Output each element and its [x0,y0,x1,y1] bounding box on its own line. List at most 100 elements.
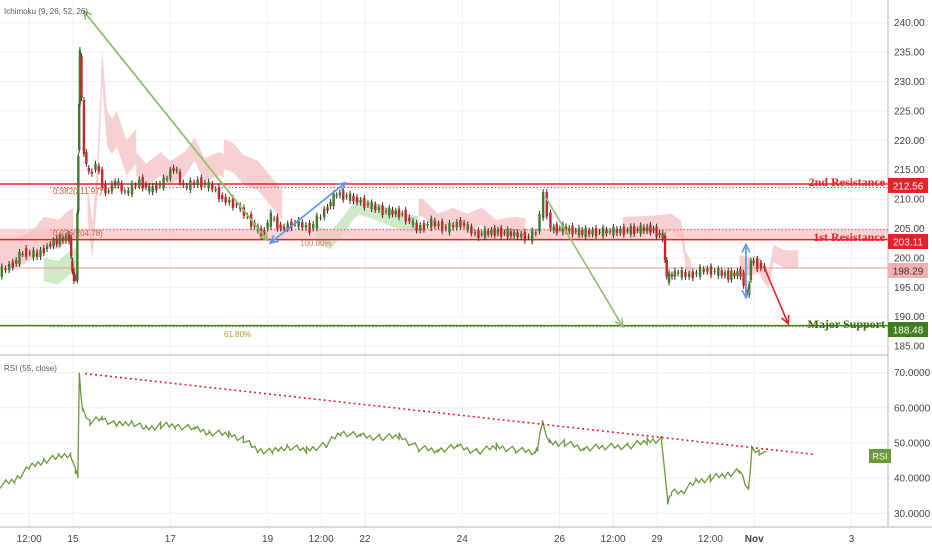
candle-body [35,252,39,258]
fib-0236-label: 0.236(204.78) [53,229,103,238]
candle-body [680,269,684,278]
candle-body [419,224,422,231]
candle-body [415,222,418,231]
candle-body [217,187,221,200]
candle-body [162,177,165,188]
candle-body [598,231,601,233]
candle-body [552,226,555,231]
candle-body [42,247,45,254]
candle-body [477,230,480,239]
candle-body [581,229,584,235]
candle-body [74,277,78,279]
time-tick-label: 26 [554,534,566,545]
first-resistance-label: 1st Resistance [813,230,885,244]
candle-body [676,272,680,274]
candle-body [601,227,605,236]
candle-body [332,193,335,207]
candle-body [499,227,503,237]
price-tick-label: 215.00 [894,165,925,176]
fib-618-label: 61.80% [224,330,251,339]
candle-body [702,269,705,272]
major-support-price-tag [888,322,928,337]
candle-body [175,169,178,171]
candle-body [224,197,227,203]
candle-body [308,222,311,233]
candle-body [76,213,79,281]
candle-body [192,182,196,185]
candle-body [655,226,658,238]
candle-body [39,249,42,258]
candle-body [214,189,217,191]
ichimoku-cloud-region [739,244,798,289]
candle-body [312,224,315,229]
candle-body [486,230,490,235]
candle-body [759,262,763,269]
price-tick-label: 185.00 [894,342,925,353]
candle-body [272,218,276,220]
candle-body [203,182,207,185]
annotation-arrow-shaft [763,266,789,325]
candle-body [426,224,429,226]
price-tick-label: 230.00 [894,77,925,88]
price-tick-label: 210.00 [894,195,925,206]
candle-body [739,269,742,277]
time-tick-label: 29 [651,534,663,545]
candle-body [71,260,74,272]
candle-body [384,210,388,212]
candle-body [404,209,407,222]
candle-body [541,192,545,218]
candle-body [374,204,377,210]
annotation-arrow-shaft [269,182,346,244]
candle-body [571,225,574,235]
candle-body [709,266,713,276]
candle-body [639,225,642,234]
fib-100-label: 100.00% [300,239,332,248]
candle-body [61,237,65,241]
time-tick-label: 3 [849,534,855,545]
candle-body [286,223,289,230]
candle-body [127,190,130,194]
second-resistance-price-tag [888,178,928,193]
candle-body [335,195,338,197]
candle-body [94,163,97,170]
candle-body [7,263,11,271]
rsi-line [0,372,767,505]
candle-body [266,222,269,229]
candle-body [231,197,235,208]
candle-body [100,169,104,188]
candle-body [4,268,7,271]
candle-body [577,227,581,236]
candle-body [207,181,210,189]
annotation-arrow-shaft [544,195,624,328]
candle-body [673,270,677,277]
candle-body [516,232,519,238]
rsi-trendline [85,372,813,456]
candle-body [69,237,73,257]
candle-body [645,226,649,232]
candle-body [77,156,80,212]
annotation-arrow [268,182,346,245]
ichimoku-cloud-region [136,137,224,188]
candle-body [345,195,348,197]
time-tick-label: 12:00 [601,534,626,545]
candle-body [319,217,322,219]
levels-layer [0,183,888,328]
price-tick-label: 225.00 [894,106,925,117]
candle-body [134,185,137,187]
candle-body [727,270,730,280]
price-tick-label: 195.00 [894,283,925,294]
candle-body [342,190,345,200]
candle-body [169,169,172,179]
candle-body [490,229,493,235]
candle-body [440,221,444,232]
candle-body [290,221,293,229]
candle-body [130,183,134,195]
candle-body [756,258,759,270]
candle-body [649,224,652,233]
candle-body [90,171,94,174]
rsi-indicator-label: RSI (55, close) [4,364,57,373]
candle-body [752,260,755,263]
candle-body [736,271,739,277]
candle-body [18,251,21,264]
